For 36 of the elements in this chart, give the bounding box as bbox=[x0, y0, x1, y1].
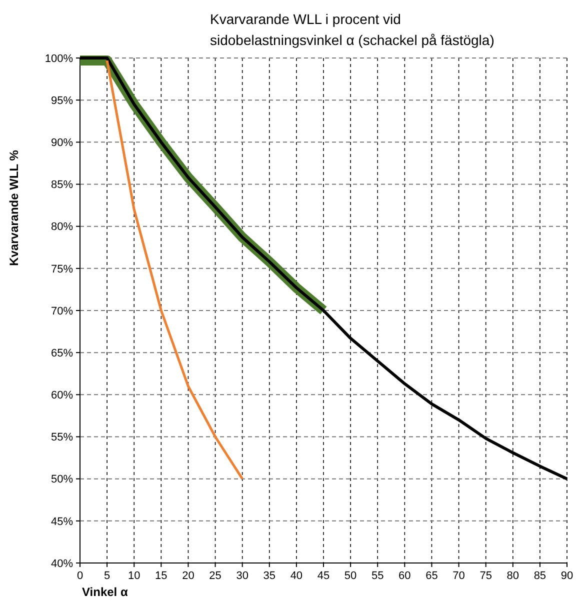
x-tick-label: 5 bbox=[104, 570, 110, 582]
y-axis-title: Kvarvarande WLL % bbox=[7, 150, 21, 266]
x-tick-label: 65 bbox=[426, 570, 438, 582]
y-tick-label: 55% bbox=[50, 432, 74, 444]
x-tick-label: 0 bbox=[76, 570, 84, 582]
y-tick-label: 90% bbox=[50, 137, 74, 150]
x-tick-label: 55 bbox=[371, 570, 384, 582]
y-tick-label: 50% bbox=[50, 474, 74, 486]
x-tick-label: 15 bbox=[155, 570, 168, 582]
x-tick-label: 60 bbox=[398, 570, 411, 582]
x-tick-label: 85 bbox=[534, 570, 546, 582]
y-tick-label: 95% bbox=[50, 94, 74, 107]
y-tick-label: 75% bbox=[50, 263, 74, 276]
x-tick-label: 20 bbox=[182, 570, 194, 582]
x-tick-label: 75 bbox=[480, 570, 492, 582]
x-axis-title: Vinkel α bbox=[82, 585, 128, 599]
x-tick-label: 10 bbox=[128, 570, 140, 582]
y-tick-label: 100% bbox=[44, 52, 74, 65]
x-tick-label: 50 bbox=[344, 570, 357, 582]
x-tick-label: 80 bbox=[506, 570, 520, 582]
x-tick-label: 70 bbox=[452, 570, 465, 582]
x-tick-label: 40 bbox=[290, 570, 303, 582]
chart-title: Kvarvarande WLL i procent vid sidobelastningsvinkel α (schackel på fästögla) bbox=[210, 11, 494, 48]
line-series bbox=[106, 59, 244, 480]
x-tick-label: 45 bbox=[317, 570, 330, 582]
x-tick-label: 25 bbox=[209, 570, 222, 582]
y-tick-label: 65% bbox=[50, 347, 74, 360]
y-tick-label: 85% bbox=[50, 179, 74, 192]
x-tick-label: 90 bbox=[560, 570, 574, 582]
y-tick-label: 40% bbox=[50, 558, 74, 570]
y-tick-label: 80% bbox=[50, 221, 74, 234]
y-tick-label: 70% bbox=[50, 305, 74, 318]
x-tick-label: 30 bbox=[236, 570, 248, 582]
y-tick-label: 60% bbox=[50, 390, 74, 402]
y-tick-label: 45% bbox=[50, 516, 74, 528]
x-tick-label: 35 bbox=[263, 570, 276, 582]
